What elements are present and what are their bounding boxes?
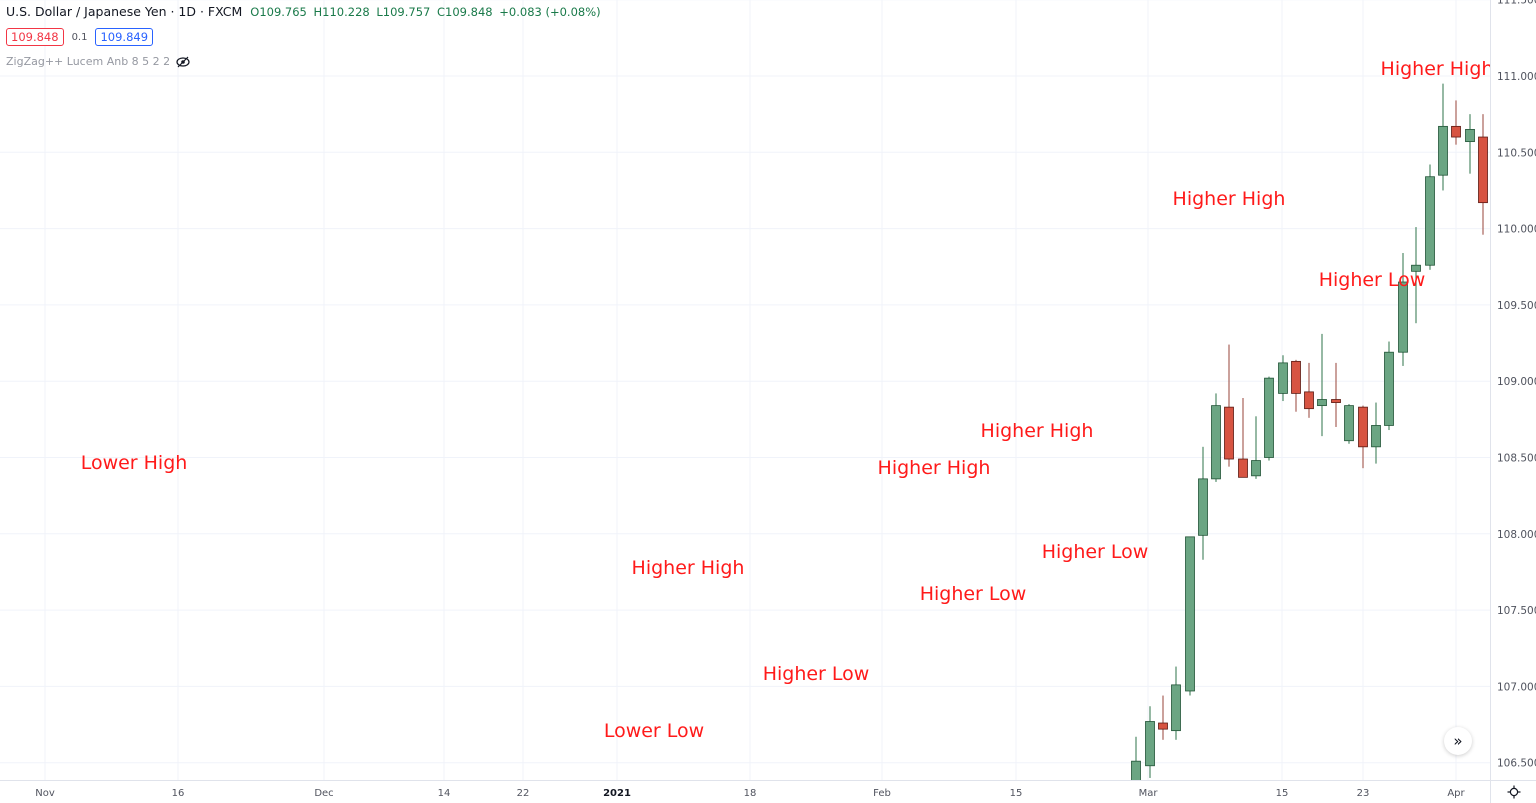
bullish-candle (1171, 666, 1181, 740)
time-tick-label: 23 (1357, 788, 1370, 799)
symbol-legend: U.S. Dollar / Japanese Yen · 1D · FXCM O… (6, 4, 604, 19)
zigzag-annotation-label: Higher Low (1042, 541, 1149, 563)
indicator-label[interactable]: ZigZag++ Lucem Anb 8 5 2 2 (6, 55, 171, 68)
bullish-candle (1398, 253, 1408, 366)
bullish-candle (1278, 355, 1288, 402)
bearish-candle (1331, 362, 1341, 427)
change-value: +0.083 (+0.08%) (499, 5, 601, 19)
time-tick-label: 15 (1010, 788, 1023, 799)
ohlc-values: O109.765 H110.228 L109.757 C109.848 +0.0… (250, 5, 603, 19)
price-tick-label: 107.500 (1497, 605, 1536, 617)
bullish-candle (1384, 341, 1394, 431)
buy-price-button[interactable]: 109.849 (95, 28, 154, 46)
bullish-candle (1145, 706, 1155, 778)
bearish-candle (1451, 100, 1461, 145)
zigzag-annotation-label: Higher Low (1319, 269, 1426, 291)
time-tick-label: Mar (1139, 788, 1159, 799)
chart-pane[interactable]: Lower High Lower Low Higher High Higher Low… (0, 0, 1490, 780)
bullish-candle (1131, 736, 1141, 780)
time-tick-label: Feb (873, 788, 891, 799)
eye-hidden-icon[interactable] (176, 56, 190, 68)
gear-icon[interactable] (1507, 785, 1521, 799)
time-tick-label: 16 (172, 788, 185, 799)
bullish-candle (1371, 402, 1381, 464)
time-tick-label: 22 (517, 788, 530, 799)
bullish-candle (1251, 416, 1261, 479)
zigzag-annotation-label: Lower High (81, 452, 188, 474)
chart-settings-button[interactable] (1490, 780, 1536, 803)
close-value: C109.848 (437, 5, 493, 19)
bearish-candle (1291, 359, 1301, 412)
time-tick-label: Dec (314, 788, 333, 799)
price-tick-label: 108.500 (1497, 453, 1536, 465)
double-chevron-right-icon: » (1453, 732, 1463, 750)
indicator-legend[interactable]: ZigZag++ Lucem Anb 8 5 2 2 (6, 55, 190, 68)
price-tick-label: 110.000 (1497, 224, 1536, 236)
sell-price-button[interactable]: 109.848 (6, 28, 64, 46)
high-value: H110.228 (313, 5, 370, 19)
bearish-candle (1224, 344, 1234, 467)
zigzag-annotation-label: Higher High (632, 557, 745, 579)
candlestick-chart[interactable]: Lower High Lower Low Higher High Higher Low… (0, 0, 1490, 780)
bullish-candle (1425, 164, 1435, 270)
low-value: L109.757 (376, 5, 431, 19)
zigzag-annotation-label: Higher High (1173, 188, 1286, 210)
bullish-candle (1317, 333, 1327, 437)
time-tick-label: 14 (438, 788, 451, 799)
zigzag-annotation-label: Higher Low (763, 663, 870, 685)
price-tick-label: 110.500 (1497, 147, 1536, 159)
time-tick-label: Nov (35, 788, 55, 799)
time-axis[interactable]: Nov 16 Dec 14 22 2021 18 Feb 15 Mar 15 23 Apr (0, 780, 1490, 803)
zigzag-annotation-label: Higher Low (920, 583, 1027, 605)
scroll-to-realtime-button[interactable]: » (1444, 727, 1472, 755)
price-tick-label: 111.500 (1497, 0, 1536, 7)
bullish-candle (1465, 114, 1475, 174)
price-tick-label: 109.500 (1497, 300, 1536, 312)
bullish-candle (1438, 83, 1448, 191)
bullish-candle (1264, 376, 1274, 461)
open-value: O109.765 (250, 5, 307, 19)
symbol-title[interactable]: U.S. Dollar / Japanese Yen · 1D · FXCM (6, 4, 243, 19)
time-tick-label: 18 (744, 788, 757, 799)
bullish-candle (1411, 227, 1421, 324)
bearish-candle (1238, 397, 1248, 478)
time-tick-label: Apr (1447, 788, 1465, 799)
bearish-candle (1158, 695, 1168, 740)
bearish-candle (1358, 405, 1368, 469)
price-tick-label: 108.000 (1497, 529, 1536, 541)
time-tick-label: 15 (1276, 788, 1289, 799)
price-tick-label: 109.000 (1497, 376, 1536, 388)
time-tick-label: 2021 (603, 788, 631, 799)
bullish-candle (1198, 446, 1208, 560)
zigzag-annotation-label: Lower Low (604, 720, 704, 742)
spread-value: 0.1 (71, 31, 88, 43)
bearish-candle (1304, 362, 1314, 418)
price-axis[interactable]: 111.500 111.000 110.500 110.000 109.500 109.0… (1490, 0, 1536, 780)
zigzag-annotation-label: Higher High (878, 457, 991, 479)
price-tick-label: 107.000 (1497, 681, 1536, 693)
bearish-candle (1478, 114, 1488, 235)
price-tick-label: 111.000 (1497, 71, 1536, 83)
price-tick-label: 106.500 (1497, 758, 1536, 770)
bullish-candle (1211, 393, 1221, 482)
bullish-candle (1185, 536, 1195, 696)
quote-boxes: 109.848 0.1 109.849 (6, 28, 154, 46)
zigzag-annotation-label: Higher High (981, 420, 1094, 442)
bullish-candle (1344, 404, 1354, 444)
zigzag-annotation-label: Higher High (1381, 58, 1490, 80)
